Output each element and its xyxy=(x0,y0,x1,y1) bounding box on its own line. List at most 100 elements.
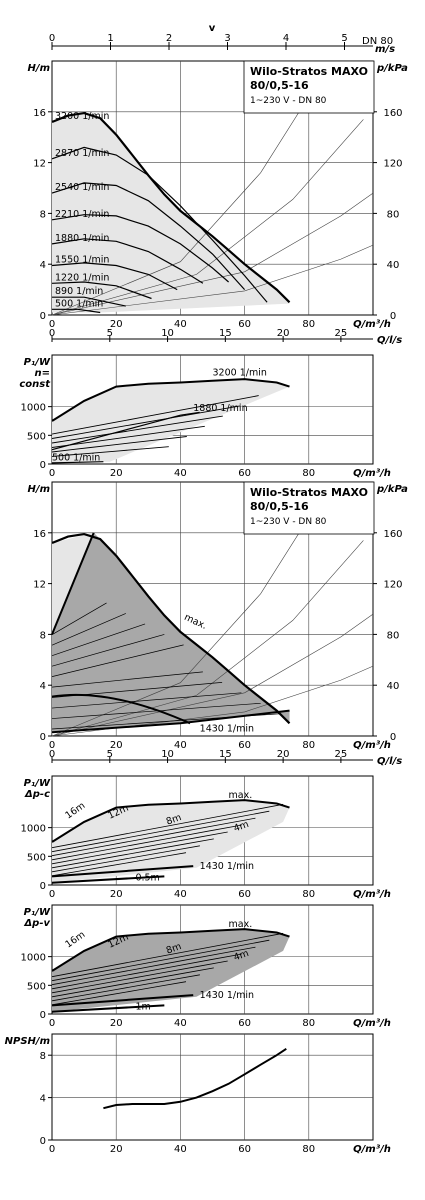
y-right-tick-label: 160 xyxy=(383,529,402,540)
flow-ls-tick: 15 xyxy=(219,328,232,339)
y-right-tick-label: 80 xyxy=(387,630,400,641)
speed-curve-label: 890 1/min xyxy=(55,286,103,297)
control-line xyxy=(51,644,184,677)
info-title-line2: 80/0,5-16 xyxy=(250,79,309,92)
y-axis-label: H/m xyxy=(28,484,50,495)
speed-curve xyxy=(51,111,291,304)
x-axis-label: Q/m³/h xyxy=(353,468,391,479)
x-tick-label: 60 xyxy=(238,740,251,751)
head-label-4: 4m xyxy=(232,948,250,964)
x-tick-label: 40 xyxy=(174,468,187,479)
power-curve xyxy=(51,378,290,422)
x-tick-label: 0 xyxy=(49,889,55,900)
dpv-max-line xyxy=(51,532,95,635)
speed-curve-label: 3200 1/min xyxy=(55,111,109,122)
y-tick-label: 500 xyxy=(27,431,46,442)
x-tick-label: 20 xyxy=(110,1144,123,1155)
system-curve xyxy=(51,60,332,316)
speed-curve-label: 500 1/min xyxy=(55,298,103,309)
y-axis-label: NPSH/m xyxy=(5,1036,50,1047)
speed-curve xyxy=(52,296,126,307)
speed-curve-label: 1220 1/min xyxy=(55,272,109,283)
y-right-tick-label: 0 xyxy=(390,732,396,743)
y-tick-label: 0 xyxy=(40,311,46,322)
x-tick-label: 40 xyxy=(174,1144,187,1155)
control-line xyxy=(51,671,203,688)
dp-power-curve xyxy=(51,939,270,982)
y-axis-label-line2: n= xyxy=(35,368,51,379)
max-power-curve xyxy=(51,799,290,843)
flow-ls-tick: 10 xyxy=(161,328,174,339)
flow-ls-tick: 0 xyxy=(49,328,55,339)
x-axis-label: Q/m³/h xyxy=(353,740,391,751)
control-area xyxy=(52,532,290,733)
x-tick-label: 0 xyxy=(49,319,55,330)
dp-power-curve xyxy=(51,953,242,990)
panel-p1_dpc: 0 20 40 60 80 0 500 1000 P₁/WΔp-c Q/m³/h 0 5 10 15 20 2… xyxy=(21,749,403,900)
y-tick-label: 4 xyxy=(40,1094,46,1105)
y-tick-label: 8 xyxy=(40,1051,46,1062)
y-tick-label: 0 xyxy=(40,1010,46,1021)
dp-power-curve xyxy=(51,981,187,1006)
x-tick-label: 80 xyxy=(302,319,315,330)
speed-curve-label: 1550 1/min xyxy=(55,254,109,265)
y-right-tick-label: 120 xyxy=(383,159,402,170)
x-tick-label: 20 xyxy=(110,468,123,479)
velocity-tick: 2 xyxy=(166,33,172,44)
y-tick-label: 500 xyxy=(27,852,46,863)
x-tick-label: 0 xyxy=(49,1144,55,1155)
min-speed-curve xyxy=(51,693,191,725)
dp-power-curve xyxy=(51,824,242,861)
x-tick-label: 60 xyxy=(238,319,251,330)
control-line xyxy=(51,613,126,646)
x-tick-label: 60 xyxy=(238,1144,251,1155)
speed-curve-label: 2870 1/min xyxy=(55,148,109,159)
power-label-mid: 1880 1/min xyxy=(193,403,247,414)
x-tick-label: 0 xyxy=(49,740,55,751)
max-label: max. xyxy=(229,919,253,930)
flow-ls-tick: 5 xyxy=(107,749,113,760)
y-tick-label: 4 xyxy=(40,260,46,271)
speed-curve xyxy=(51,281,152,300)
x-tick-label: 40 xyxy=(174,1018,187,1029)
speed-curve-label: 2210 1/min xyxy=(55,209,109,220)
speed-curve xyxy=(51,182,246,291)
y-right-tick-label: 0 xyxy=(390,311,396,322)
control-line xyxy=(51,692,242,709)
panel-p1_const: 0 20 40 60 80 0 500 1000 P₁/Wn=const Q/m³/h 0 5 10 15… xyxy=(19,328,402,479)
x-tick-label: 80 xyxy=(302,740,315,751)
y-right-tick-label: 40 xyxy=(387,681,400,692)
info-box-top: Wilo-Stratos MAXO 80/0,5-16 1~230 V - DN… xyxy=(243,60,375,114)
system-curve xyxy=(51,119,364,316)
x-axis-label: Q/m³/h xyxy=(353,889,391,900)
system-curve xyxy=(51,613,374,737)
y-right-axis-label: p/kPa xyxy=(376,63,408,74)
flow-ls-axis-label: Q/l/s xyxy=(377,335,402,346)
velocity-axis-symbol: v xyxy=(209,23,216,34)
flow-ls-tick: 20 xyxy=(277,328,290,339)
speed-curve xyxy=(52,308,101,314)
min-head-label: 1m xyxy=(135,1001,150,1012)
velocity-axis-unit: m/s xyxy=(375,44,395,55)
x-tick-label: 40 xyxy=(174,889,187,900)
x-tick-label: 20 xyxy=(110,889,123,900)
lower-boundary xyxy=(51,709,290,734)
x-tick-label: 80 xyxy=(302,889,315,900)
flow-ls-tick: 5 xyxy=(107,328,113,339)
power-curve xyxy=(51,436,187,453)
system-curve xyxy=(51,244,374,316)
head-label-8: 8m xyxy=(165,812,183,828)
flow-ls-tick: 15 xyxy=(219,749,232,760)
info-title-line1: Wilo-Stratos MAXO xyxy=(250,65,368,78)
dp-power-curve xyxy=(51,946,256,986)
velocity-tick: 5 xyxy=(341,33,347,44)
y-tick-label: 0 xyxy=(40,1136,46,1147)
y-tick-label: 500 xyxy=(27,981,46,992)
info2-title-line1: Wilo-Stratos MAXO xyxy=(250,486,368,499)
min-speed-power xyxy=(51,994,194,1007)
y-tick-label: 4 xyxy=(40,681,46,692)
system-curve xyxy=(51,540,364,737)
power-curve xyxy=(51,395,259,435)
